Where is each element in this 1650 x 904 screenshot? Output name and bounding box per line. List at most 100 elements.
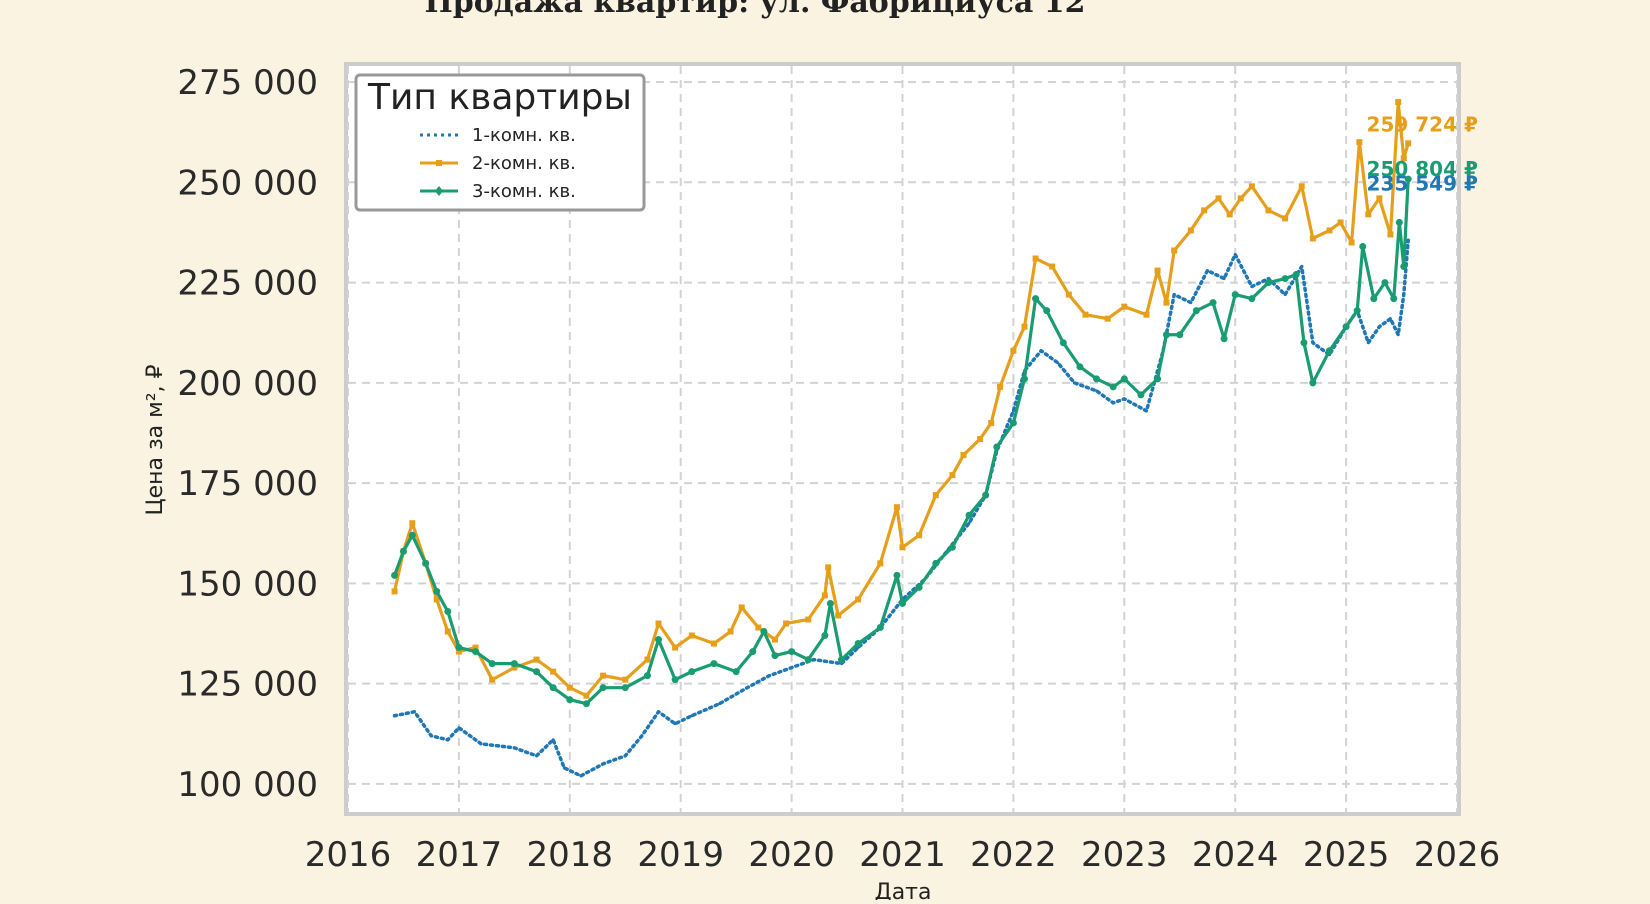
- data-point-2room: [1143, 311, 1150, 318]
- data-point-2room: [825, 564, 832, 571]
- data-point-2room: [1337, 219, 1344, 226]
- data-point-2room: [433, 596, 440, 603]
- y-tick-label: 200 000: [177, 364, 318, 404]
- data-point-1room: [429, 734, 433, 738]
- data-point-2room: [1298, 183, 1305, 190]
- data-point-2room: [1265, 207, 1272, 214]
- data-point-2room: [1171, 247, 1178, 254]
- legend-label-1room: 1-комн. кв.: [472, 125, 576, 146]
- data-point-1room: [767, 674, 771, 678]
- tick-labels: 2016 2017 2018 2019 2020 2021 2022 2023 2024 2025…: [177, 63, 1500, 875]
- x-tick-label: 2026: [1414, 835, 1501, 875]
- data-point-1room: [393, 714, 397, 718]
- legend-title: Тип квартиры: [367, 77, 632, 118]
- data-point-3room: [1370, 295, 1378, 303]
- y-tick-label: 125 000: [177, 665, 318, 705]
- legend: Тип квартиры 1-комн. кв. 2-комн. кв. 3-к…: [354, 73, 646, 212]
- data-point-1room: [1056, 361, 1060, 365]
- data-point-3room: [1292, 271, 1300, 279]
- y-axis-label: Цена за м², ₽: [143, 364, 168, 515]
- data-point-3room: [1390, 295, 1398, 303]
- data-point-3room: [533, 668, 541, 676]
- data-point-2room: [1010, 347, 1017, 354]
- data-point-3room: [876, 624, 884, 632]
- data-point-1room: [690, 714, 694, 718]
- data-point-3room: [821, 632, 829, 640]
- data-point-2room: [583, 692, 590, 699]
- data-point-1room: [1402, 293, 1406, 297]
- data-point-3room: [1176, 331, 1184, 339]
- data-point-3room: [1381, 279, 1389, 287]
- data-point-3room: [444, 607, 452, 615]
- data-point-2room: [1248, 183, 1255, 190]
- y-tick-label: 175 000: [177, 464, 318, 504]
- data-point-3room: [982, 491, 990, 499]
- data-point-1room: [1095, 389, 1099, 393]
- x-tick-label: 2022: [970, 835, 1057, 875]
- data-point-1room: [1205, 269, 1209, 273]
- data-point-3room: [621, 684, 629, 692]
- data-point-2room: [600, 672, 607, 679]
- data-point-3room: [1076, 363, 1084, 371]
- data-point-1room: [1233, 253, 1237, 257]
- data-point-3room: [948, 543, 956, 551]
- data-point-2room: [1154, 267, 1161, 274]
- data-point-1room: [535, 754, 539, 758]
- data-point-3room: [1059, 339, 1067, 347]
- data-point-3room: [804, 656, 812, 664]
- data-point-1room: [551, 738, 555, 742]
- data-point-2room: [1163, 299, 1170, 306]
- data-point-1room: [1377, 325, 1381, 329]
- data-point-2room: [997, 383, 1004, 390]
- data-point-2room: [771, 636, 778, 643]
- y-tick-label: 275 000: [177, 63, 318, 103]
- data-point-1room: [1144, 409, 1148, 413]
- chart-title: Продажа квартир: ул. Фабрициуса 12: [424, 0, 1085, 20]
- data-point-3room: [1359, 242, 1367, 250]
- x-tick-label: 2016: [305, 835, 392, 875]
- data-point-3room: [710, 660, 718, 668]
- data-point-3room: [510, 660, 518, 668]
- data-point-3room: [1281, 275, 1289, 283]
- data-point-2room: [1082, 311, 1089, 318]
- data-point-2room: [672, 644, 679, 651]
- data-point-3room: [915, 583, 923, 591]
- data-point-1room: [1396, 333, 1400, 337]
- data-point-3room: [1209, 299, 1217, 307]
- data-point-2room: [1201, 207, 1208, 214]
- data-point-3room: [965, 511, 973, 519]
- data-point-1room: [512, 746, 516, 750]
- x-tick-label: 2021: [859, 835, 946, 875]
- data-point-2room: [409, 520, 416, 527]
- data-point-1room: [967, 521, 971, 525]
- data-point-2room: [899, 544, 906, 551]
- data-point-2room: [655, 620, 662, 627]
- data-point-2room: [1065, 291, 1072, 298]
- data-point-3room: [472, 648, 480, 656]
- data-point-1room: [479, 742, 483, 746]
- data-point-2room: [877, 560, 884, 567]
- data-point-2room: [949, 472, 956, 479]
- data-point-2room: [391, 588, 398, 595]
- data-point-1room: [1406, 238, 1410, 242]
- data-point-2room: [988, 419, 995, 426]
- data-point-3room: [549, 684, 557, 692]
- data-point-3room: [1248, 295, 1256, 303]
- data-point-3room: [422, 559, 430, 567]
- data-point-2room: [783, 620, 790, 627]
- data-point-2room: [489, 676, 496, 683]
- data-point-3room: [788, 648, 796, 656]
- data-point-3room: [1220, 335, 1228, 343]
- data-point-3room: [1154, 375, 1162, 383]
- data-point-2room: [1049, 263, 1056, 270]
- data-point-1room: [601, 762, 605, 766]
- data-point-2room: [916, 532, 923, 539]
- data-point-3room: [1093, 375, 1101, 383]
- data-point-2room: [977, 436, 984, 442]
- data-point-1room: [1366, 341, 1370, 345]
- data-point-3room: [760, 628, 768, 636]
- end-labels: 235 549 ₽ 259 724 ₽ 250 804 ₽: [1367, 112, 1478, 195]
- data-point-3room: [1325, 347, 1333, 355]
- data-point-3room: [671, 676, 679, 684]
- legend-marker-2room: [436, 160, 442, 166]
